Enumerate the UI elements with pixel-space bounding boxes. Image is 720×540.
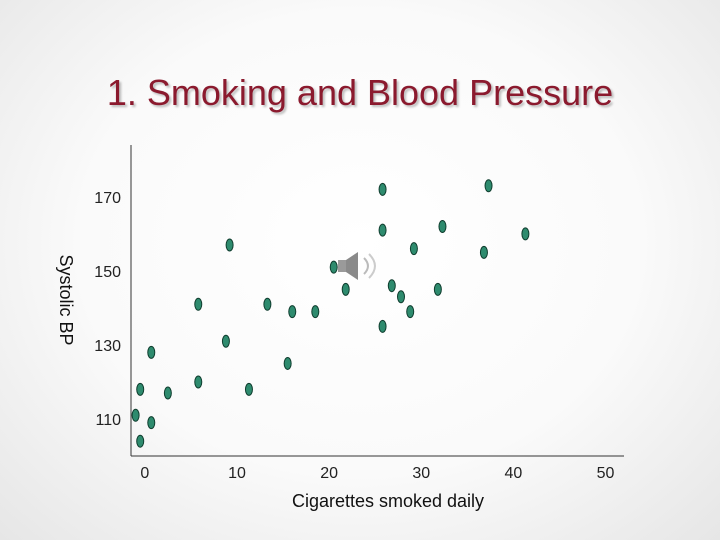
x-tick-label: 10 — [228, 465, 246, 482]
data-point — [136, 434, 145, 448]
data-point — [194, 297, 203, 311]
data-point — [387, 279, 396, 293]
data-point — [147, 345, 156, 359]
data-point — [225, 238, 234, 252]
data-point — [147, 416, 156, 430]
data-points — [131, 179, 530, 448]
y-tick-label: 130 — [94, 338, 121, 355]
data-point — [221, 334, 230, 348]
data-point — [131, 408, 140, 422]
data-point — [163, 386, 172, 400]
data-point — [521, 227, 530, 241]
data-point — [409, 242, 418, 256]
y-axis-label: Systolic BP — [56, 254, 76, 345]
x-tick-label: 50 — [597, 465, 615, 482]
y-tick-label: 110 — [95, 412, 121, 429]
x-tick-label: 40 — [505, 465, 523, 482]
data-point — [484, 179, 493, 193]
data-point — [396, 290, 405, 304]
data-point — [283, 356, 292, 370]
data-point — [378, 223, 387, 237]
slide-title: 1. Smoking and Blood Pressure — [106, 72, 614, 113]
x-axis-label: Cigarettes smoked daily — [292, 491, 484, 511]
y-tick-labels: 110 130 150 170 — [94, 190, 121, 429]
data-point — [329, 260, 338, 274]
data-point — [341, 282, 350, 296]
y-tick-label: 170 — [94, 190, 121, 207]
x-tick-label: 0 — [140, 465, 149, 482]
x-tick-label: 20 — [320, 465, 338, 482]
data-point — [433, 282, 442, 296]
data-point — [311, 305, 320, 319]
y-tick-label: 150 — [94, 264, 121, 281]
data-point — [136, 382, 145, 396]
data-point — [406, 305, 415, 319]
data-point — [479, 245, 488, 259]
data-point — [438, 219, 447, 233]
data-point — [244, 382, 253, 396]
x-tick-labels: 0 10 20 30 40 50 — [140, 465, 614, 482]
data-point — [288, 305, 297, 319]
data-point — [194, 375, 203, 389]
speaker-icon[interactable] — [338, 252, 376, 280]
data-point — [263, 297, 272, 311]
data-point — [378, 182, 387, 196]
x-tick-label: 30 — [412, 465, 430, 482]
data-point — [378, 319, 387, 333]
